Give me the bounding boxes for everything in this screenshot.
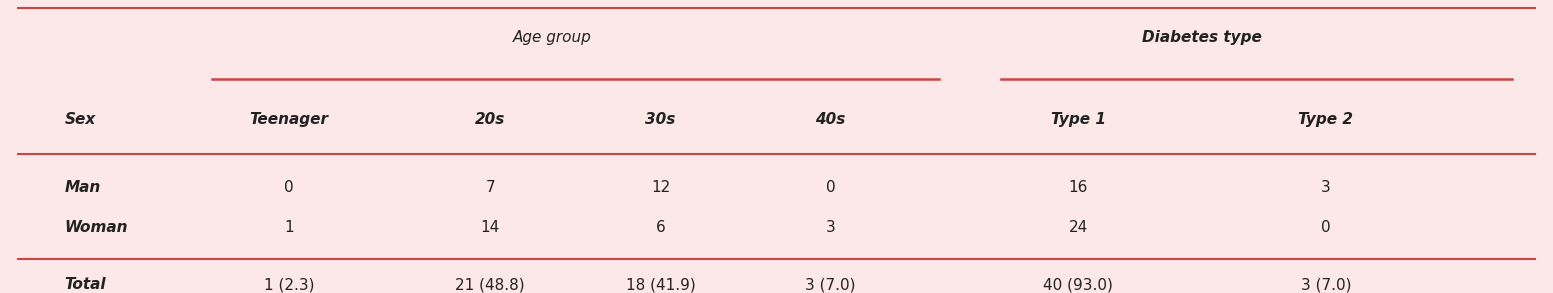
Text: Woman: Woman bbox=[65, 220, 129, 235]
Text: 6: 6 bbox=[655, 220, 665, 235]
Text: 18 (41.9): 18 (41.9) bbox=[626, 277, 696, 292]
Text: 30s: 30s bbox=[644, 112, 676, 127]
Text: 0: 0 bbox=[826, 180, 836, 195]
Text: Man: Man bbox=[65, 180, 101, 195]
Text: 14: 14 bbox=[480, 220, 500, 235]
Text: 7: 7 bbox=[486, 180, 495, 195]
Text: 3: 3 bbox=[1322, 180, 1331, 195]
Text: Type 2: Type 2 bbox=[1298, 112, 1353, 127]
Text: 3 (7.0): 3 (7.0) bbox=[806, 277, 856, 292]
Text: Total: Total bbox=[65, 277, 106, 292]
Text: Age group: Age group bbox=[512, 30, 592, 45]
Text: 1 (2.3): 1 (2.3) bbox=[264, 277, 314, 292]
Text: Sex: Sex bbox=[65, 112, 96, 127]
Text: 24: 24 bbox=[1068, 220, 1089, 235]
Text: 1: 1 bbox=[284, 220, 294, 235]
Text: 21 (48.8): 21 (48.8) bbox=[455, 277, 525, 292]
Text: 0: 0 bbox=[284, 180, 294, 195]
Text: 3: 3 bbox=[826, 220, 836, 235]
Text: 16: 16 bbox=[1068, 180, 1089, 195]
Text: Type 1: Type 1 bbox=[1051, 112, 1106, 127]
Text: 20s: 20s bbox=[475, 112, 505, 127]
Text: 0: 0 bbox=[1322, 220, 1331, 235]
Text: 3 (7.0): 3 (7.0) bbox=[1300, 277, 1351, 292]
Text: 40s: 40s bbox=[815, 112, 846, 127]
Text: Diabetes type: Diabetes type bbox=[1141, 30, 1263, 45]
Text: 12: 12 bbox=[651, 180, 669, 195]
Text: 40 (93.0): 40 (93.0) bbox=[1044, 277, 1114, 292]
Text: Teenager: Teenager bbox=[250, 112, 329, 127]
